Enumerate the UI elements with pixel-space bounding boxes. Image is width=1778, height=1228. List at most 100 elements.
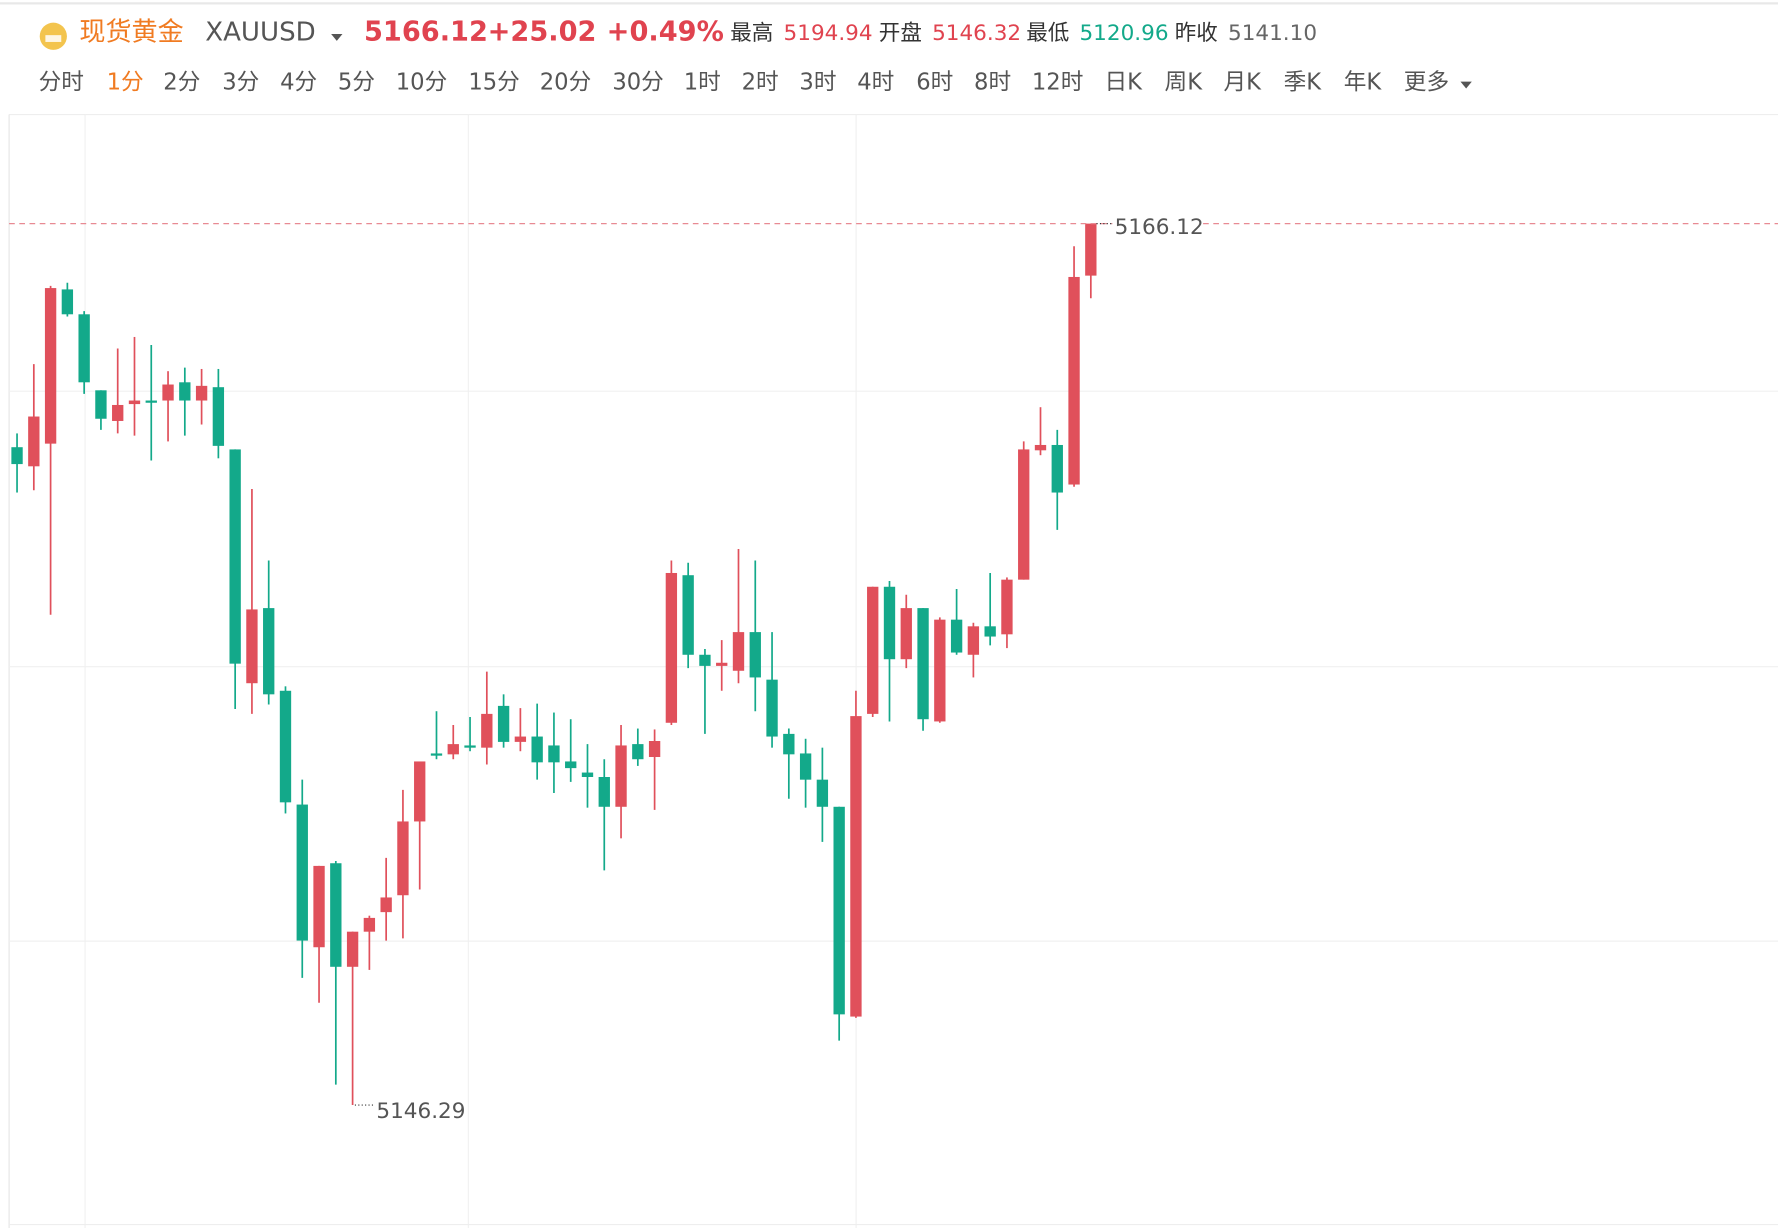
- stat-label: 开盘: [879, 21, 922, 46]
- period-tab[interactable]: 分时: [39, 69, 84, 95]
- stat-label: 最低: [1026, 21, 1069, 46]
- candle-body: [1068, 276, 1080, 485]
- gold-icon-bar: [45, 35, 62, 42]
- symbol-dropdown[interactable]: [331, 34, 343, 41]
- candle-body: [900, 608, 912, 660]
- candle-body: [632, 744, 644, 760]
- stat-label: 最高: [730, 21, 773, 46]
- candle-body: [867, 586, 879, 714]
- candle-body: [565, 761, 577, 769]
- period-tab[interactable]: 2时: [742, 69, 779, 95]
- candle-body: [967, 626, 980, 655]
- candle-body: [799, 753, 812, 780]
- candle-body: [430, 753, 443, 756]
- plot: 5166.12 5146.29: [8, 113, 1778, 1228]
- candle-body: [917, 608, 929, 720]
- instrument-symbol[interactable]: XAUUSD: [205, 17, 315, 47]
- candle-body: [581, 772, 594, 778]
- candle-body: [682, 575, 694, 655]
- candle-body: [61, 289, 74, 315]
- period-tab[interactable]: 年K: [1344, 69, 1383, 95]
- period-tab[interactable]: 更多: [1404, 69, 1449, 95]
- period-tab[interactable]: 2分: [163, 69, 200, 95]
- more-caret[interactable]: [1460, 81, 1472, 89]
- stat-value: 5146.32: [932, 21, 1021, 46]
- candle-body: [128, 400, 141, 405]
- candle-body: [648, 740, 661, 758]
- candle-body: [212, 387, 225, 446]
- candle-body: [229, 449, 241, 664]
- candle-body: [481, 713, 493, 748]
- period-tab[interactable]: 3分: [222, 69, 259, 95]
- candle-body: [447, 744, 459, 755]
- period-tab[interactable]: 周K: [1165, 69, 1204, 95]
- candle-body: [1034, 444, 1047, 451]
- change-percent: +0.49%: [607, 16, 724, 47]
- period-tab[interactable]: 3时: [799, 69, 836, 95]
- candle-body: [531, 736, 543, 763]
- candle-body: [934, 619, 946, 722]
- candle-body: [380, 897, 392, 913]
- candle-body: [179, 382, 191, 401]
- period-tab[interactable]: 4时: [857, 69, 894, 95]
- candle-body: [44, 288, 57, 444]
- candle-body: [833, 806, 845, 1015]
- candle-body: [296, 804, 308, 941]
- low-label: 5146.29: [376, 1099, 465, 1124]
- candle-body: [95, 390, 107, 419]
- candle-body: [195, 385, 208, 401]
- period-tab[interactable]: 4分: [280, 69, 317, 95]
- period-tabs: 分时 1分 2分 3分 4分 5分 10分 15分 20分 30分 1时 2时 3时 4时 6时 8时 12时日…: [39, 69, 1472, 95]
- candle-body: [263, 608, 275, 695]
- label-bg: [1112, 211, 1199, 237]
- period-tab[interactable]: 季K: [1284, 69, 1323, 95]
- candle-body: [78, 314, 90, 383]
- candle-body: [598, 777, 610, 807]
- price: 5166.12: [364, 16, 488, 47]
- stat-value: 5194.94: [784, 21, 873, 46]
- period-tab[interactable]: 10分: [396, 69, 448, 95]
- candle-body: [1001, 579, 1013, 635]
- candle-body: [816, 779, 829, 807]
- candle-body: [850, 716, 862, 1017]
- period-tab[interactable]: 8时: [974, 69, 1011, 95]
- candle-body: [1085, 223, 1097, 276]
- stats: 最高 5194.94 开盘 5146.32 最低 5120.96 昨收 5141.10: [730, 21, 1317, 46]
- candle-body: [783, 733, 795, 755]
- period-tab[interactable]: 6时: [916, 69, 953, 95]
- period-tab[interactable]: 5分: [338, 69, 375, 95]
- candle-body: [749, 632, 761, 678]
- candle-body: [514, 736, 527, 742]
- candle-body: [665, 572, 678, 723]
- stat-value: 5141.10: [1228, 21, 1317, 46]
- candle-body: [883, 586, 896, 660]
- candle-body: [699, 654, 711, 666]
- candle-body: [162, 384, 174, 401]
- instrument-name[interactable]: 现货黄金: [79, 17, 183, 47]
- period-tab[interactable]: 12时: [1032, 69, 1084, 95]
- period-tab[interactable]: 1分: [107, 69, 144, 95]
- candle-body: [330, 863, 342, 967]
- period-tab[interactable]: 20分: [540, 69, 591, 95]
- candle-body: [497, 705, 510, 742]
- candle-body: [716, 662, 728, 666]
- stat-value: 5120.96: [1079, 21, 1168, 46]
- candle-body: [414, 761, 426, 822]
- period-tab[interactable]: 1时: [684, 69, 721, 95]
- candle-body: [346, 931, 359, 967]
- candle-body: [363, 917, 376, 932]
- period-tab[interactable]: 30分: [612, 69, 664, 95]
- candle-body: [984, 626, 996, 637]
- candle-body: [397, 821, 409, 896]
- period-tab[interactable]: 月K: [1223, 69, 1262, 95]
- candle-body: [145, 400, 157, 403]
- candle-body: [732, 632, 745, 671]
- candle-body: [548, 745, 560, 763]
- candle-body: [279, 690, 292, 803]
- candle-body: [28, 416, 40, 467]
- period-tab[interactable]: 15分: [468, 69, 519, 95]
- period-tab[interactable]: 日K: [1104, 69, 1143, 95]
- candle-body: [1018, 449, 1030, 580]
